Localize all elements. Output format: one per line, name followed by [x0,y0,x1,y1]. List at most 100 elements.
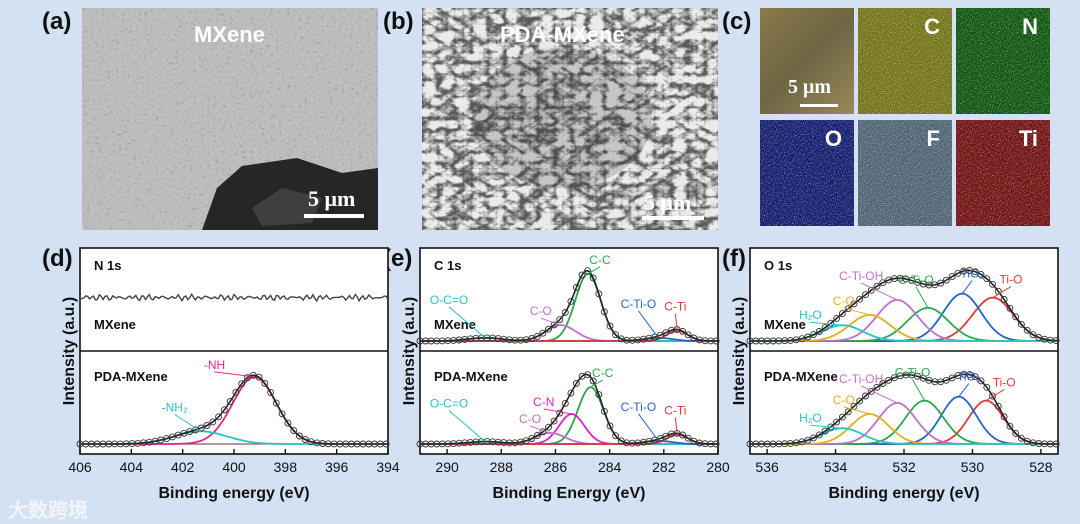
sem-texture-mxene [82,8,378,230]
data-point [684,331,692,339]
data-point [600,308,608,316]
peak-label: H₂O [799,411,822,425]
peak-leader [992,286,1012,298]
data-point [662,432,670,440]
eds-speckle-c [858,8,952,114]
watermark: 大数跨境 [8,500,88,522]
x-tick-label: 396 [325,459,349,475]
data-point [856,295,864,303]
data-point [844,408,852,416]
peak-leader [843,307,870,316]
peak-leader [637,310,659,339]
x-tick-label: 400 [222,459,246,475]
sem-title-mxene: MXene [194,22,265,47]
x-tick-label: 402 [171,459,195,475]
eds-map-ti: Ti [956,120,1050,226]
panel-label-b: (b) [383,8,414,35]
data-point [954,269,962,277]
data-point [948,273,956,281]
peak-leader [448,410,486,443]
data-point [989,392,996,400]
data-point [483,334,491,342]
data-point [567,297,575,305]
sem-image-mxene: MXene 5 μm [82,8,378,230]
scale-bar-c [800,104,838,107]
data-point [977,271,985,278]
peak-label: C-Ti-OH [839,269,883,283]
data-point [278,410,286,418]
data-point [483,438,491,446]
sem-title-pda-mxene: PDA-MXene [500,22,625,47]
peak-label: H₂O [799,308,822,322]
data-point [867,387,875,395]
peak-label: C-Ti-O [621,297,657,311]
sample-label-bottom: PDA-MXene [94,369,168,384]
data-point [589,274,597,282]
peak-leader [843,406,870,415]
scale-label-a: 5 μm [308,186,356,211]
data-point [572,379,580,387]
data-point [885,376,893,384]
data-point [595,290,603,298]
eds-speckle-o [760,120,854,226]
data-point [1006,422,1014,430]
data-point [1017,434,1025,442]
data-point [942,376,950,384]
data-point [994,402,1002,410]
peak-leader [529,425,551,434]
data-point [810,434,817,442]
data-point [1006,304,1014,312]
data-point [983,383,991,391]
peak-label: C-O [530,304,552,318]
data-point [707,440,715,448]
xps-chart-n1s: 406 404 402 400 398 396 394 Binding energy (eV)… [61,247,400,502]
data-point [244,374,251,382]
peak-label: C-Ti [664,300,686,314]
data-point [606,322,614,330]
x-axis-label: Binding energy (eV) [158,485,309,502]
peak-label: C-O [833,393,855,407]
data-point [833,418,841,426]
data-point [821,427,829,435]
data-point [1000,413,1008,421]
data-point [215,413,223,421]
fit-envelope [750,269,1059,342]
eds-label-f: F [926,126,940,151]
peak-leader [674,313,678,331]
data-point [556,409,564,417]
data-point [679,431,687,439]
sample-label-bottom: PDA-MXene [434,369,508,384]
panel-label-a: (a) [42,8,72,35]
data-point [550,417,558,425]
data-point [948,374,956,382]
peak-leader [637,413,659,442]
x-tick-label: 288 [490,459,514,475]
peak-leader [810,424,843,429]
eds-speckle-n [956,8,1050,114]
eds-map-n: N [956,8,1050,114]
eds-map-o: O [760,120,854,226]
peak-label: C-Ti-O [621,400,657,414]
data-point [267,388,275,396]
data-point [203,422,211,429]
x-tick-label: 290 [435,459,459,475]
data-point [1052,337,1060,345]
data-point [528,435,536,442]
peak-leader [860,385,898,404]
eds-label-n: N [1022,14,1038,39]
data-point [567,389,575,397]
data-point [561,308,569,316]
eds-speckle-ti [956,120,1050,226]
data-point [815,328,823,335]
data-point [989,280,996,288]
peak-leader [985,389,1005,401]
data-point [1017,320,1025,328]
peak-leader [540,317,562,326]
data-point [584,267,592,275]
peak-leader [174,413,201,432]
data-point [971,373,979,381]
data-point [433,440,441,448]
data-point [606,422,614,430]
core-level-title: N 1s [94,258,121,273]
data-point [261,379,269,387]
